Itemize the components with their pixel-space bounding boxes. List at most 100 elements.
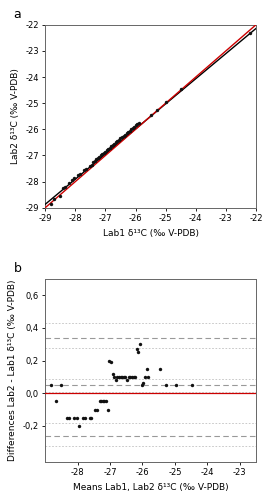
Point — [82, 166, 86, 174]
Point — [109, 358, 113, 366]
Point — [77, 422, 82, 430]
Point — [140, 381, 144, 389]
Point — [126, 128, 130, 136]
Point — [117, 136, 121, 144]
Point — [76, 171, 80, 179]
Point — [130, 373, 134, 381]
Point — [120, 373, 124, 381]
Point — [100, 150, 105, 158]
Point — [136, 348, 141, 356]
Point — [179, 85, 183, 93]
Point — [157, 365, 162, 373]
Point — [67, 414, 71, 422]
Point — [110, 370, 115, 378]
Point — [67, 179, 72, 187]
Point — [93, 156, 97, 164]
Point — [99, 152, 103, 160]
Point — [135, 120, 139, 128]
Point — [163, 98, 168, 106]
X-axis label: Means Lab1, Lab2 δ¹³C (‰ V-PDB): Means Lab1, Lab2 δ¹³C (‰ V-PDB) — [73, 482, 228, 492]
Point — [130, 124, 135, 132]
Point — [75, 414, 79, 422]
Point — [49, 200, 53, 208]
Point — [102, 398, 107, 406]
Point — [96, 154, 100, 162]
Point — [141, 380, 146, 388]
Point — [97, 153, 102, 161]
Point — [70, 176, 75, 184]
Point — [83, 414, 87, 422]
Point — [58, 192, 63, 200]
Point — [114, 138, 118, 146]
Point — [108, 144, 112, 152]
Point — [107, 356, 111, 364]
Point — [190, 381, 194, 389]
Text: b: b — [14, 262, 21, 276]
Point — [115, 137, 120, 145]
Point — [103, 148, 108, 156]
Point — [78, 170, 82, 177]
Y-axis label: Lab2 δ¹³C (‰ V-PDB): Lab2 δ¹³C (‰ V-PDB) — [11, 68, 20, 164]
Point — [61, 184, 66, 192]
Point — [129, 126, 133, 134]
Point — [248, 28, 252, 36]
Point — [154, 106, 159, 114]
Point — [133, 373, 137, 381]
Point — [84, 164, 88, 172]
Point — [118, 373, 123, 381]
Point — [121, 132, 126, 140]
Point — [112, 373, 116, 381]
Point — [52, 194, 56, 202]
Point — [131, 373, 136, 381]
Point — [173, 381, 178, 389]
Point — [133, 122, 138, 130]
Point — [109, 142, 114, 150]
Point — [105, 146, 109, 154]
Point — [164, 381, 168, 389]
Point — [49, 381, 53, 389]
Point — [95, 406, 99, 413]
Point — [63, 183, 67, 191]
Point — [89, 414, 93, 422]
Point — [104, 398, 108, 406]
Point — [93, 406, 98, 413]
Point — [90, 160, 94, 168]
X-axis label: Lab1 δ¹³C (‰ V-PDB): Lab1 δ¹³C (‰ V-PDB) — [103, 228, 199, 237]
Point — [117, 373, 121, 381]
Point — [59, 381, 63, 389]
Point — [144, 365, 149, 373]
Point — [88, 414, 92, 422]
Point — [114, 376, 118, 384]
Point — [102, 149, 106, 157]
Point — [72, 414, 76, 422]
Point — [127, 373, 131, 381]
Y-axis label: Differences Lab2 - Lab1 δ¹³C (‰ V-PDB): Differences Lab2 - Lab1 δ¹³C (‰ V-PDB) — [8, 280, 17, 461]
Point — [111, 141, 115, 149]
Point — [123, 373, 128, 381]
Point — [88, 162, 93, 170]
Text: a: a — [14, 8, 21, 21]
Point — [72, 174, 76, 182]
Point — [127, 126, 132, 134]
Point — [128, 373, 133, 381]
Point — [123, 130, 127, 138]
Point — [99, 398, 103, 406]
Point — [94, 156, 99, 164]
Point — [146, 373, 150, 381]
Point — [115, 373, 120, 381]
Point — [132, 122, 136, 130]
Point — [105, 406, 110, 413]
Point — [125, 376, 129, 384]
Point — [118, 134, 123, 142]
Point — [54, 398, 58, 406]
Point — [262, 442, 266, 450]
Point — [91, 158, 96, 166]
Point — [106, 145, 111, 153]
Point — [122, 373, 126, 381]
Point — [101, 398, 105, 406]
Point — [112, 140, 117, 147]
Point — [138, 340, 142, 348]
Point — [97, 398, 102, 406]
Point — [143, 373, 147, 381]
Point — [135, 345, 139, 353]
